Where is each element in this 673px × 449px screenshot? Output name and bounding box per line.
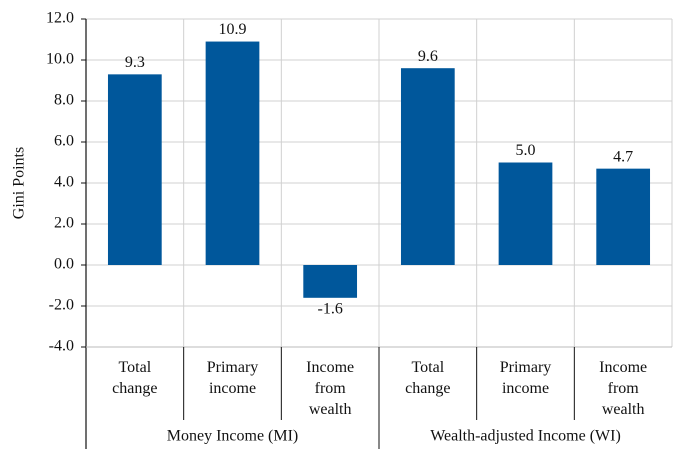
x-tick-label-line: wealth — [602, 401, 645, 418]
y-tick-label: -4.0 — [49, 338, 74, 355]
x-tick-label-line: Total — [412, 359, 445, 376]
x-tick-label: Primary income — [500, 359, 552, 397]
value-label: 9.6 — [418, 48, 438, 65]
y-tick-label: 4.0 — [54, 174, 74, 191]
y-tick-label: 0.0 — [54, 256, 74, 273]
x-tick-label-line: Total — [119, 359, 152, 376]
x-tick-label: Total change — [112, 359, 157, 397]
x-tick-label-line: income — [209, 380, 256, 397]
x-tick-label: Income from wealth — [306, 359, 354, 418]
bar — [205, 41, 260, 265]
bar — [498, 162, 553, 265]
group-label: Wealth-adjusted Income (WI) — [430, 428, 621, 445]
y-tick-label: 6.0 — [54, 133, 74, 150]
x-tick-label-line: Primary — [207, 359, 259, 376]
x-tick-label-line: change — [112, 380, 157, 397]
y-tick-label: 8.0 — [54, 92, 74, 109]
bar — [303, 265, 358, 298]
y-axis-title: Gini Points — [11, 147, 28, 219]
value-label: 4.7 — [613, 148, 633, 165]
x-tick-label-line: wealth — [309, 401, 352, 418]
bar — [400, 68, 455, 265]
x-tick-label-line: from — [315, 380, 347, 397]
value-label: -1.6 — [318, 300, 343, 317]
x-tick-label: Income from wealth — [599, 359, 647, 418]
group-label: Money Income (MI) — [167, 428, 299, 445]
value-label: 5.0 — [516, 142, 536, 159]
y-tick-label: -2.0 — [49, 297, 74, 314]
x-tick-label-line: Income — [599, 359, 647, 376]
x-tick-label-line: income — [502, 380, 549, 397]
x-tick-label-line: Primary — [500, 359, 552, 376]
y-tick-label: 2.0 — [54, 215, 74, 232]
y-tick-label: 12.0 — [46, 10, 74, 27]
value-label: 9.3 — [125, 54, 145, 71]
x-tick-label-line: from — [608, 380, 640, 397]
x-tick-label: Primary income — [207, 359, 259, 397]
x-tick-label-line: change — [405, 380, 450, 397]
value-label: 10.9 — [219, 21, 247, 38]
x-tick-label-line: Income — [306, 359, 354, 376]
bar — [596, 168, 651, 265]
bar — [107, 74, 162, 265]
x-tick-label: Total change — [405, 359, 450, 397]
y-tick-label: 10.0 — [46, 51, 74, 68]
